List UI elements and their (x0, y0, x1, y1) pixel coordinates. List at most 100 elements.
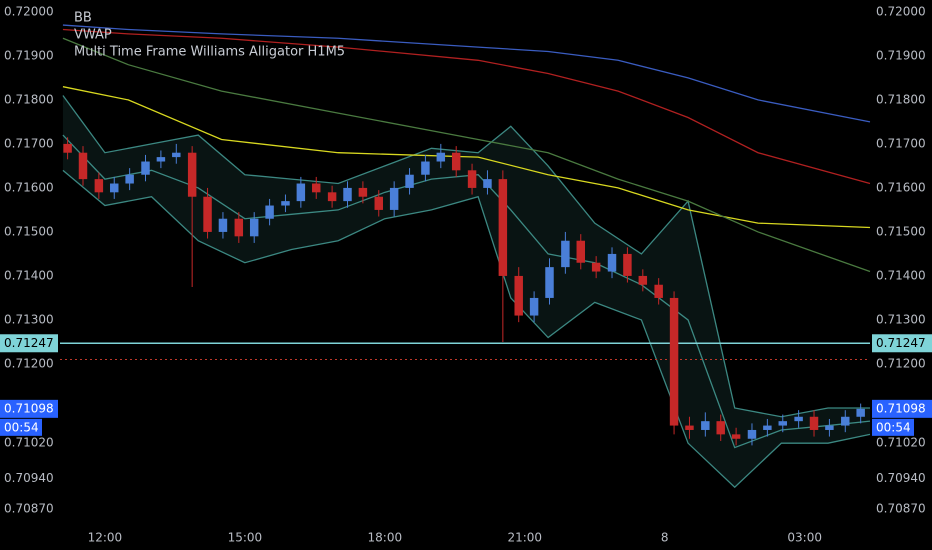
price-label: 0.71098 (876, 401, 926, 415)
legend-entry: VWAP (74, 28, 112, 43)
y-tick-label: 0.71200 (4, 356, 54, 370)
y-tick-label-right: 0.71020 (876, 436, 926, 450)
candle-body (591, 262, 601, 272)
candle-body (389, 187, 399, 210)
candle-body (296, 183, 306, 202)
candle-body (312, 183, 321, 193)
candle-body (203, 196, 212, 232)
x-tick-label: 21:00 (507, 531, 542, 545)
y-tick-label: 0.71900 (4, 48, 54, 62)
y-tick-label-right: 0.71700 (876, 136, 926, 150)
candle-body (794, 416, 803, 422)
candle-body (327, 192, 337, 202)
x-tick-label: 18:00 (368, 531, 403, 545)
y-tick-label-right: 0.70940 (876, 471, 926, 485)
bb-upper (62, 95, 870, 418)
candle-body (172, 152, 181, 158)
x-tick-label: 03:00 (787, 531, 822, 545)
y-tick-label: 0.71300 (4, 312, 54, 326)
y-tick-label: 0.71020 (4, 436, 54, 450)
y-tick-label: 0.71500 (4, 224, 54, 238)
price-label: 0.71098 (4, 401, 54, 415)
candle-body (63, 143, 72, 153)
legend-entry: Multi Time Frame Williams Alligator H1M5 (74, 45, 345, 60)
candle-body (421, 161, 430, 175)
y-tick-label-right: 0.71400 (876, 268, 926, 282)
candle-body (436, 152, 446, 162)
y-tick-label: 0.71600 (4, 180, 54, 194)
candle-body (187, 152, 197, 197)
candle-body (498, 179, 508, 276)
bb-lower (62, 169, 871, 489)
candle-body (856, 408, 865, 417)
candle-body (825, 425, 834, 430)
countdown-label: 00:54 (4, 420, 39, 434)
candle-body (141, 161, 150, 175)
price-label-box (0, 334, 58, 353)
y-tick-label: 0.71400 (4, 268, 54, 282)
candle-body (156, 157, 166, 162)
price-label-box (872, 334, 932, 353)
candle-body (94, 179, 104, 193)
price-label: 0.71247 (4, 336, 54, 350)
candle-body (809, 416, 819, 430)
indicator-line (62, 28, 871, 185)
candle-body (841, 416, 850, 426)
y-tick-label-right: 0.71200 (876, 356, 926, 370)
candle-body (78, 152, 88, 180)
y-tick-label: 0.70940 (4, 471, 54, 485)
bb-basis (62, 134, 871, 449)
y-tick-label: 0.71800 (4, 92, 54, 106)
bb-fill (62, 95, 870, 488)
candle-body (529, 297, 539, 316)
candle-body (451, 152, 461, 171)
candle-body (701, 421, 710, 430)
indicator-line (62, 37, 871, 273)
y-tick-label: 0.72000 (4, 4, 54, 18)
countdown-box (872, 418, 914, 436)
y-tick-label-right: 0.71900 (876, 48, 926, 62)
candle-body (110, 183, 119, 193)
candle-body (234, 218, 244, 237)
x-tick-label: 15:00 (228, 531, 263, 545)
candle-body (374, 196, 383, 210)
candle-body (763, 425, 772, 430)
y-tick-label-right: 0.71500 (876, 224, 926, 238)
indicator-line (62, 24, 871, 123)
price-label: 0.71247 (876, 336, 926, 350)
candle-body (685, 425, 694, 430)
y-tick-label-right: 0.71800 (876, 92, 926, 106)
candle-body (405, 174, 414, 188)
candle-body (265, 205, 274, 219)
candle-body (669, 297, 679, 426)
candle-body (467, 170, 477, 188)
candle-body (716, 421, 725, 435)
candle-body (483, 179, 492, 188)
y-tick-label: 0.70870 (4, 502, 54, 516)
price-label-box (872, 399, 932, 418)
candle-body (218, 218, 228, 232)
candle-body (576, 240, 585, 263)
candle-body (607, 253, 617, 272)
y-tick-label: 0.71700 (4, 136, 54, 150)
legend-entry: BB (74, 11, 92, 26)
countdown-box (0, 418, 42, 436)
y-tick-label-right: 0.72000 (876, 4, 926, 18)
candle-body (638, 275, 648, 285)
candle-body (623, 253, 632, 276)
candle-body (545, 267, 554, 298)
countdown-label: 00:54 (876, 420, 911, 434)
y-tick-label-right: 0.71600 (876, 180, 926, 194)
candle-body (358, 187, 368, 197)
candle-body (343, 187, 352, 202)
candle-body (514, 275, 523, 316)
y-tick-label-right: 0.71300 (876, 312, 926, 326)
candle-body (281, 201, 290, 206)
x-tick-label: 12:00 (88, 531, 123, 545)
candle-body (747, 429, 757, 439)
candle-body (778, 421, 787, 426)
x-tick-label: 8 (661, 531, 669, 545)
candle-body (731, 434, 741, 439)
